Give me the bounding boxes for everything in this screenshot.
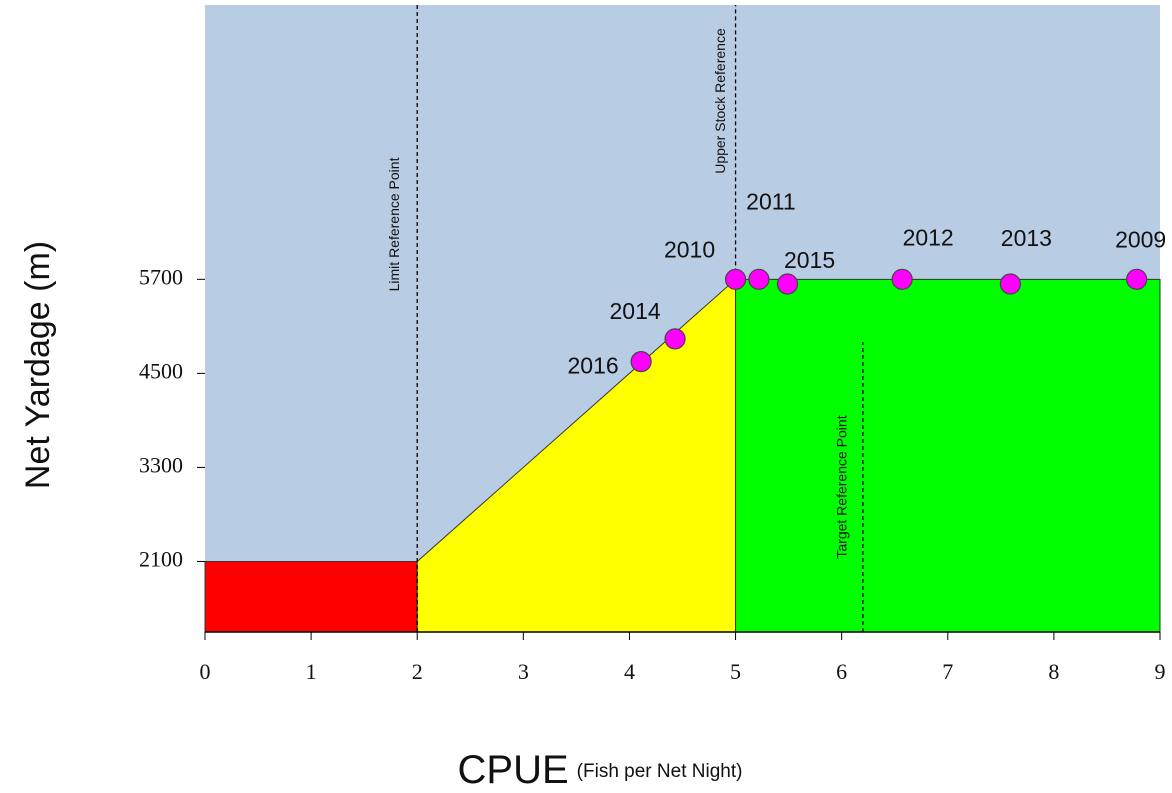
point xyxy=(891,268,913,290)
point-label: 2015 xyxy=(784,247,835,273)
point-label: 2014 xyxy=(609,298,660,324)
point-label: 2009 xyxy=(1115,226,1166,252)
point xyxy=(664,328,686,350)
x-tick-label: 6 xyxy=(836,659,847,684)
point xyxy=(776,273,799,295)
x-tick-label: 0 xyxy=(200,659,211,684)
y-axis-label: Net Yardage (m) xyxy=(19,241,57,489)
point xyxy=(724,268,747,290)
x-tick-label: 4 xyxy=(624,659,635,684)
x-tick-label: 9 xyxy=(1155,659,1166,684)
point-label: 2010 xyxy=(664,236,715,262)
x-tick-label: 5 xyxy=(730,659,741,684)
point-label: 2011 xyxy=(746,188,795,214)
y-tick-label: 5700 xyxy=(139,264,183,289)
point xyxy=(630,351,652,373)
y-tick-label: 4500 xyxy=(139,358,183,383)
reference-label: Target Reference Point xyxy=(834,415,850,558)
x-tick-label: 8 xyxy=(1048,659,1059,684)
x-tick-label: 2 xyxy=(412,659,423,684)
point-label: 2013 xyxy=(1001,225,1052,251)
y-tick-label: 3300 xyxy=(139,452,183,477)
reference-label: Upper Stock Reference xyxy=(712,28,728,174)
point-label: 2012 xyxy=(903,224,954,250)
point xyxy=(748,268,770,290)
zone xyxy=(204,560,418,633)
zone xyxy=(735,278,1161,633)
point-label: 2016 xyxy=(568,353,619,379)
point xyxy=(999,273,1021,295)
x-axis-title: CPUE xyxy=(458,748,569,792)
x-axis-subtitle: (Fish per Net Night) xyxy=(577,761,743,782)
x-tick-label: 3 xyxy=(518,659,529,684)
reference-label: Limit Reference Point xyxy=(386,157,402,291)
y-tick-label: 2100 xyxy=(139,547,183,572)
x-axis-label: CPUE (Fish per Net Night) xyxy=(458,748,743,792)
x-tick-label: 1 xyxy=(306,659,317,684)
point xyxy=(1126,268,1148,290)
x-tick-label: 7 xyxy=(942,659,953,684)
